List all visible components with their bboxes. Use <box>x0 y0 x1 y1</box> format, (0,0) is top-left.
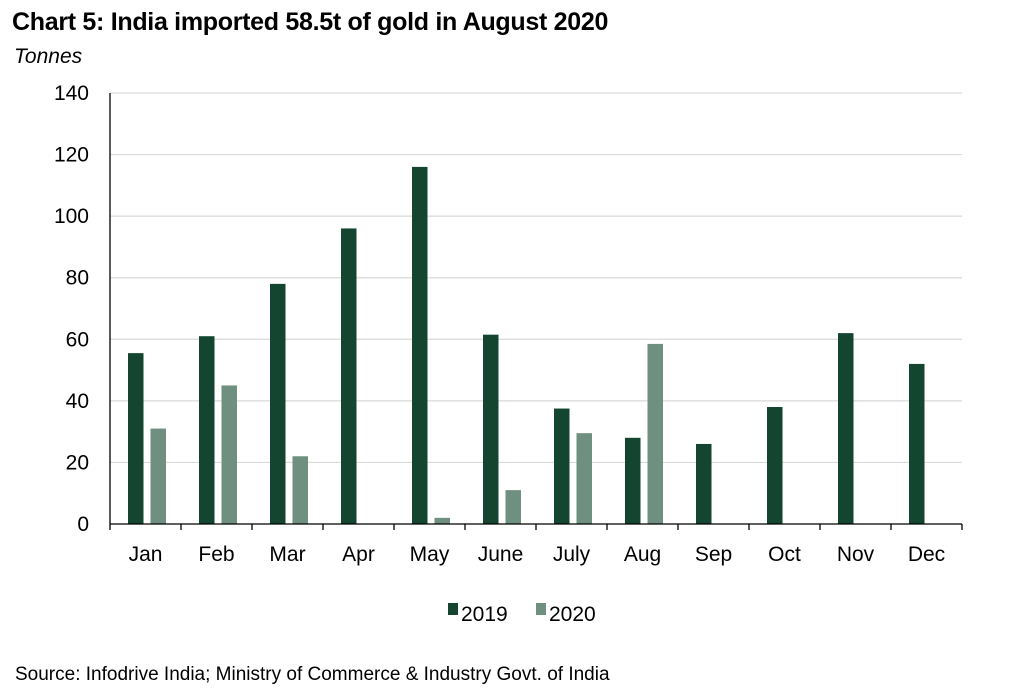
bar-2020-mar <box>292 456 308 524</box>
x-tick-label: May <box>410 543 450 566</box>
legend-label-2019: 2019 <box>461 603 508 626</box>
legend-label-2020: 2020 <box>549 603 596 626</box>
bar-2019-feb <box>199 336 215 524</box>
bar-2020-june <box>505 490 521 524</box>
bar-2019-mar <box>270 283 286 524</box>
bar-2019-july <box>554 408 570 524</box>
bar-2019-apr <box>341 228 357 524</box>
x-axis-ticks: Jan Feb Mar Apr May June July Aug Sep Oct Nov Dec <box>109 524 963 566</box>
y-axis-ticks: 0 20 40 60 80 100 120 140 <box>54 82 89 536</box>
bar-2020-jan <box>150 428 166 524</box>
y-tick-label: 140 <box>54 82 89 105</box>
y-tick-label: 20 <box>66 451 89 474</box>
axes <box>109 93 962 525</box>
bar-2020-may <box>434 517 450 524</box>
bar-2019-aug <box>625 437 641 524</box>
x-tick-label: Oct <box>768 543 801 566</box>
x-tick-label: Jan <box>129 543 163 566</box>
bar-2020-aug <box>647 343 663 524</box>
y-tick-label: 120 <box>54 144 89 167</box>
bar-2019-june <box>483 334 499 524</box>
x-tick-label: Aug <box>624 543 661 566</box>
y-tick-label: 0 <box>77 513 89 536</box>
x-tick-label: Apr <box>342 543 375 566</box>
chart-title: Chart 5: India imported 58.5t of gold in… <box>12 8 609 36</box>
y-tick-label: 80 <box>66 267 89 290</box>
x-tick-label: Nov <box>837 543 875 566</box>
bar-2019-dec <box>909 363 925 524</box>
bar-2019-oct <box>767 407 783 524</box>
x-tick-label: June <box>478 543 524 566</box>
bar-2019-sep <box>696 443 712 524</box>
bar-2020-july <box>576 433 592 524</box>
legend-swatch-2019 <box>448 603 458 615</box>
x-tick-label: Feb <box>198 543 234 566</box>
bar-2019-jan <box>128 353 144 524</box>
bars <box>128 166 925 524</box>
x-tick-label: Mar <box>269 543 305 566</box>
x-tick-label: July <box>553 543 591 566</box>
bar-2019-may <box>412 166 428 524</box>
legend-swatch-2020 <box>536 603 546 615</box>
legend: 2019 2020 <box>448 603 596 626</box>
gridlines <box>110 92 962 464</box>
x-tick-label: Sep <box>695 543 732 566</box>
y-tick-label: 40 <box>66 390 89 413</box>
x-tick-label: Dec <box>908 543 945 566</box>
y-axis-unit-label: Tonnes <box>14 45 83 68</box>
y-tick-label: 100 <box>54 205 89 228</box>
y-tick-label: 60 <box>66 328 89 351</box>
bar-2019-nov <box>838 333 854 524</box>
bar-2020-feb <box>221 385 237 524</box>
source-note: Source: Infodrive India; Ministry of Com… <box>15 664 610 685</box>
